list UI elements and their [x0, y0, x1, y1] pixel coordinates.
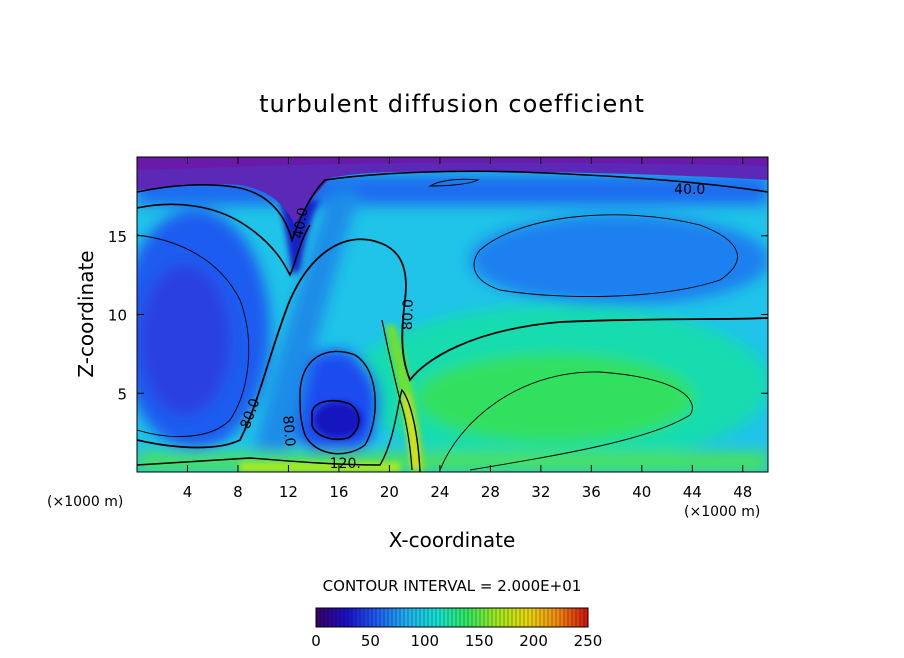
x-tick-label: 28: [481, 483, 500, 501]
contour-left-thin: [137, 234, 250, 437]
field-top-purple: [137, 157, 768, 225]
field-top-violet: [137, 157, 768, 170]
y-tick-label: 5: [117, 385, 127, 403]
x-tick-label: 12: [279, 483, 298, 501]
colorbar-tick-label: 0: [311, 632, 321, 650]
field-dark-plume: [280, 200, 320, 275]
x-axis-ticks: 4 8 12 16 20 24 28 32 36 40 44 48: [183, 157, 752, 501]
x-tick-label: 20: [380, 483, 399, 501]
x-tick-label: 36: [582, 483, 601, 501]
colorbar-tick-label: 150: [465, 632, 494, 650]
colorbar-frame: [315, 607, 589, 628]
x-tick-label: 8: [233, 483, 243, 501]
colorbar-ticks: 0 50 100 150 200 250: [311, 632, 602, 650]
x-tick-label: 44: [683, 483, 702, 501]
contour-plume: [381, 319, 413, 471]
contour-label: 80.0: [400, 299, 417, 331]
field-vortex-core: [314, 402, 362, 438]
contour-vortex-inner: [311, 399, 360, 441]
field-left-core: [140, 265, 230, 415]
x-tick-label: 16: [329, 483, 348, 501]
chart-title: turbulent diffusion coefficient: [259, 90, 645, 118]
contour-label: 40.0: [674, 182, 705, 198]
y-axis-label: Z-coordinate: [74, 250, 98, 377]
contour-label: 40.0: [290, 206, 311, 239]
contour-vortex-outer: [299, 350, 376, 455]
x-unit-left: (×1000 m): [47, 494, 123, 510]
heatmap-field: [137, 157, 768, 472]
colorbar-stripes: [319, 608, 585, 627]
field-yellow-plume: [402, 395, 420, 470]
x-tick-label: 32: [531, 483, 550, 501]
x-tick-label: 40: [632, 483, 651, 501]
x-tick-label: 48: [733, 483, 752, 501]
field-jet: [250, 190, 360, 470]
x-tick-label: 24: [430, 483, 449, 501]
colorbar-tick-label: 250: [574, 632, 603, 650]
contour-left-40: [137, 203, 311, 277]
contour-interval-text: CONTOUR INTERVAL = 2.000E+01: [323, 577, 582, 595]
contour-upper-right: [473, 214, 738, 298]
contour-label: 120.: [330, 456, 361, 472]
colorbar-tick-label: 200: [519, 632, 548, 650]
y-tick-label: 10: [108, 307, 127, 325]
contour-120: [137, 388, 421, 472]
contour-right-inner: [439, 371, 693, 471]
y-tick-label: 15: [108, 228, 127, 246]
x-axis-label: X-coordinate: [389, 528, 516, 552]
colorbar-tick-label: 50: [361, 632, 380, 650]
y-axis-ticks: 5 10 15: [108, 228, 768, 403]
x-tick-label: 4: [183, 483, 193, 501]
colorbar-tick-label: 100: [410, 632, 439, 650]
contour-top-thin: [428, 178, 480, 187]
field-bottom-yellow: [240, 462, 400, 472]
colorbar: 0 50 100 150 200 250: [311, 607, 602, 650]
contour-top-40: [137, 170, 768, 243]
field-upper-right: [470, 215, 768, 305]
field-bottom-green: [137, 452, 768, 472]
contour-lines: [137, 170, 768, 472]
x-unit-right: (×1000 m): [684, 504, 760, 520]
contour-80: [137, 238, 768, 449]
field-right-core: [415, 353, 695, 443]
contour-label: 80.0: [279, 415, 298, 447]
